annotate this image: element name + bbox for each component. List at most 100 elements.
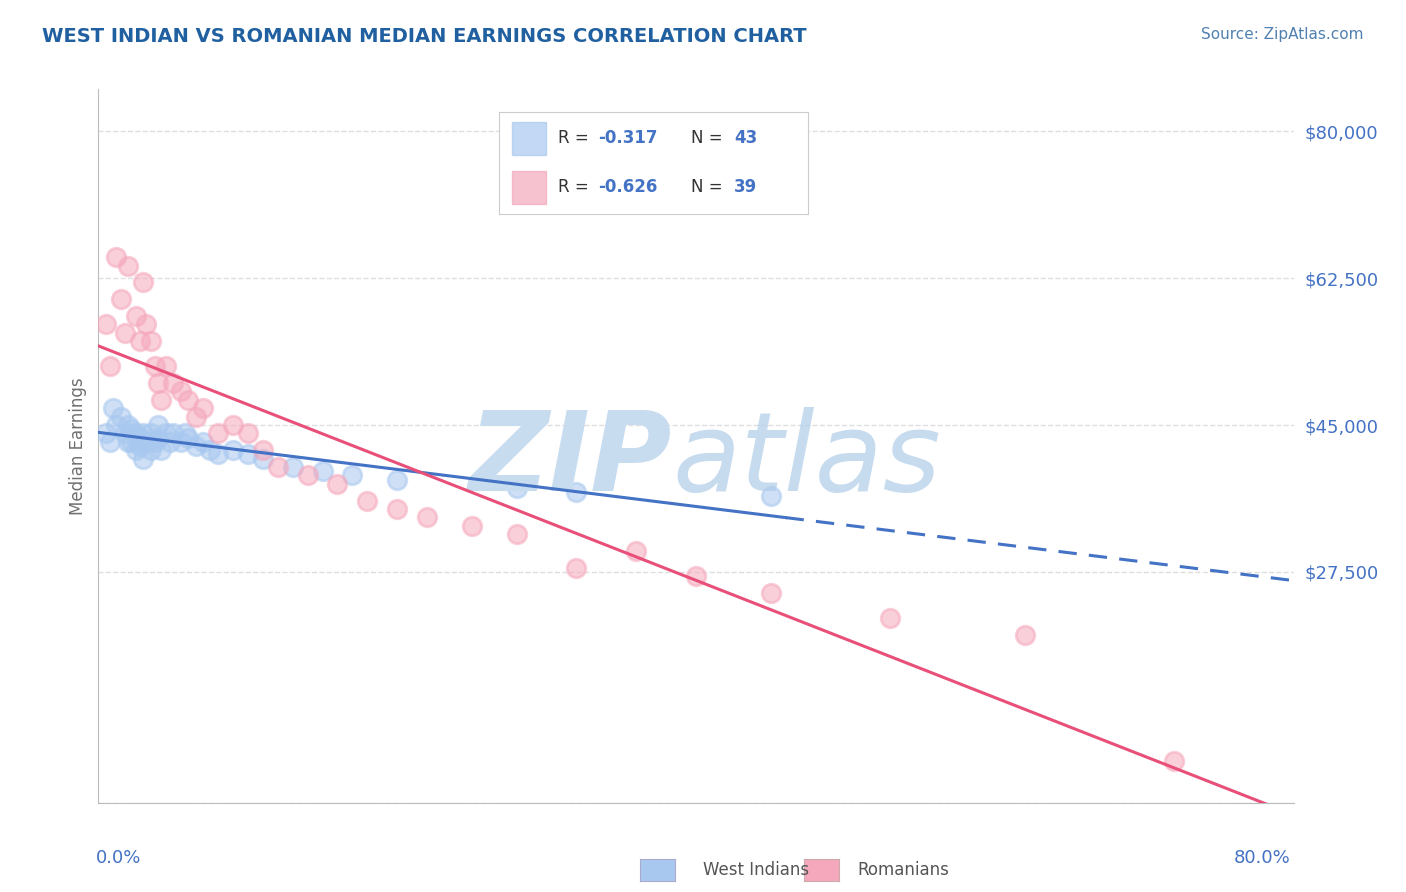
Point xyxy=(222,443,245,458)
Text: ZIP: ZIP xyxy=(468,407,672,514)
Point xyxy=(120,422,142,436)
Point xyxy=(252,443,274,458)
Point xyxy=(385,473,409,487)
Point xyxy=(506,481,529,495)
Point xyxy=(125,443,148,458)
Text: 0.0%: 0.0% xyxy=(96,849,141,867)
Point xyxy=(148,376,170,390)
Point xyxy=(356,493,378,508)
Point xyxy=(191,401,214,416)
Point xyxy=(565,560,588,574)
Point xyxy=(125,309,148,323)
Point xyxy=(148,417,170,432)
Point xyxy=(94,426,117,441)
Point xyxy=(132,451,155,466)
Point xyxy=(177,431,200,445)
FancyBboxPatch shape xyxy=(512,122,546,154)
Point xyxy=(416,510,439,524)
Point xyxy=(1163,754,1185,768)
Point xyxy=(117,434,139,449)
Point xyxy=(207,426,229,441)
Text: Source: ZipAtlas.com: Source: ZipAtlas.com xyxy=(1201,27,1364,42)
Point xyxy=(297,468,319,483)
Point xyxy=(565,485,588,500)
Point xyxy=(110,292,132,306)
Point xyxy=(281,460,304,475)
Text: West Indians: West Indians xyxy=(703,861,808,879)
Text: N =: N = xyxy=(690,129,728,147)
Text: R =: R = xyxy=(558,178,593,196)
Point xyxy=(143,359,166,374)
Point xyxy=(129,431,152,445)
Point xyxy=(155,426,177,441)
Point xyxy=(200,443,222,458)
Point xyxy=(98,434,122,449)
Point xyxy=(132,275,155,289)
Text: WEST INDIAN VS ROMANIAN MEDIAN EARNINGS CORRELATION CHART: WEST INDIAN VS ROMANIAN MEDIAN EARNINGS … xyxy=(42,27,807,45)
Text: 43: 43 xyxy=(734,129,758,147)
Text: 80.0%: 80.0% xyxy=(1234,849,1291,867)
Point xyxy=(222,417,245,432)
Point xyxy=(135,434,157,449)
Point xyxy=(143,434,166,449)
Text: -0.317: -0.317 xyxy=(598,129,658,147)
Point xyxy=(879,611,901,625)
Point xyxy=(267,460,290,475)
Text: atlas: atlas xyxy=(672,407,941,514)
Point xyxy=(120,434,142,449)
Point xyxy=(385,502,409,516)
Point xyxy=(191,434,214,449)
Point xyxy=(184,409,207,424)
Point xyxy=(1014,628,1036,642)
Text: Romanians: Romanians xyxy=(858,861,949,879)
Point xyxy=(139,443,162,458)
Point xyxy=(105,250,128,264)
Point xyxy=(114,326,136,340)
Point xyxy=(159,434,181,449)
Text: R =: R = xyxy=(558,129,593,147)
Point xyxy=(184,439,207,453)
Point xyxy=(114,426,136,441)
Point xyxy=(148,431,170,445)
Point xyxy=(326,476,349,491)
Point xyxy=(139,426,162,441)
Point xyxy=(129,334,152,348)
Point xyxy=(342,468,364,483)
Point xyxy=(236,426,259,441)
Point xyxy=(162,376,184,390)
Point xyxy=(132,426,155,441)
Point xyxy=(685,569,707,583)
Point xyxy=(125,426,148,441)
Point xyxy=(169,434,191,449)
Text: N =: N = xyxy=(690,178,728,196)
Point xyxy=(155,359,177,374)
Point xyxy=(117,417,139,432)
Point xyxy=(162,426,184,441)
Y-axis label: Median Earnings: Median Earnings xyxy=(69,377,87,515)
Point xyxy=(207,447,229,461)
Point xyxy=(110,409,132,424)
Point xyxy=(98,359,122,374)
Point xyxy=(626,544,648,558)
Point xyxy=(311,464,333,478)
Point xyxy=(174,426,197,441)
Point xyxy=(94,318,117,332)
Text: -0.626: -0.626 xyxy=(598,178,658,196)
Point xyxy=(169,384,191,399)
Point xyxy=(759,489,782,503)
Point xyxy=(252,451,274,466)
Point xyxy=(105,417,128,432)
Point xyxy=(117,259,139,273)
FancyBboxPatch shape xyxy=(512,171,546,204)
Point xyxy=(759,586,782,600)
Point xyxy=(150,443,173,458)
Text: 39: 39 xyxy=(734,178,758,196)
Point xyxy=(139,334,162,348)
Point xyxy=(103,401,125,416)
Point xyxy=(506,527,529,541)
Point xyxy=(129,439,152,453)
Point xyxy=(135,318,157,332)
Point xyxy=(177,392,200,407)
Point xyxy=(150,392,173,407)
Point xyxy=(236,447,259,461)
